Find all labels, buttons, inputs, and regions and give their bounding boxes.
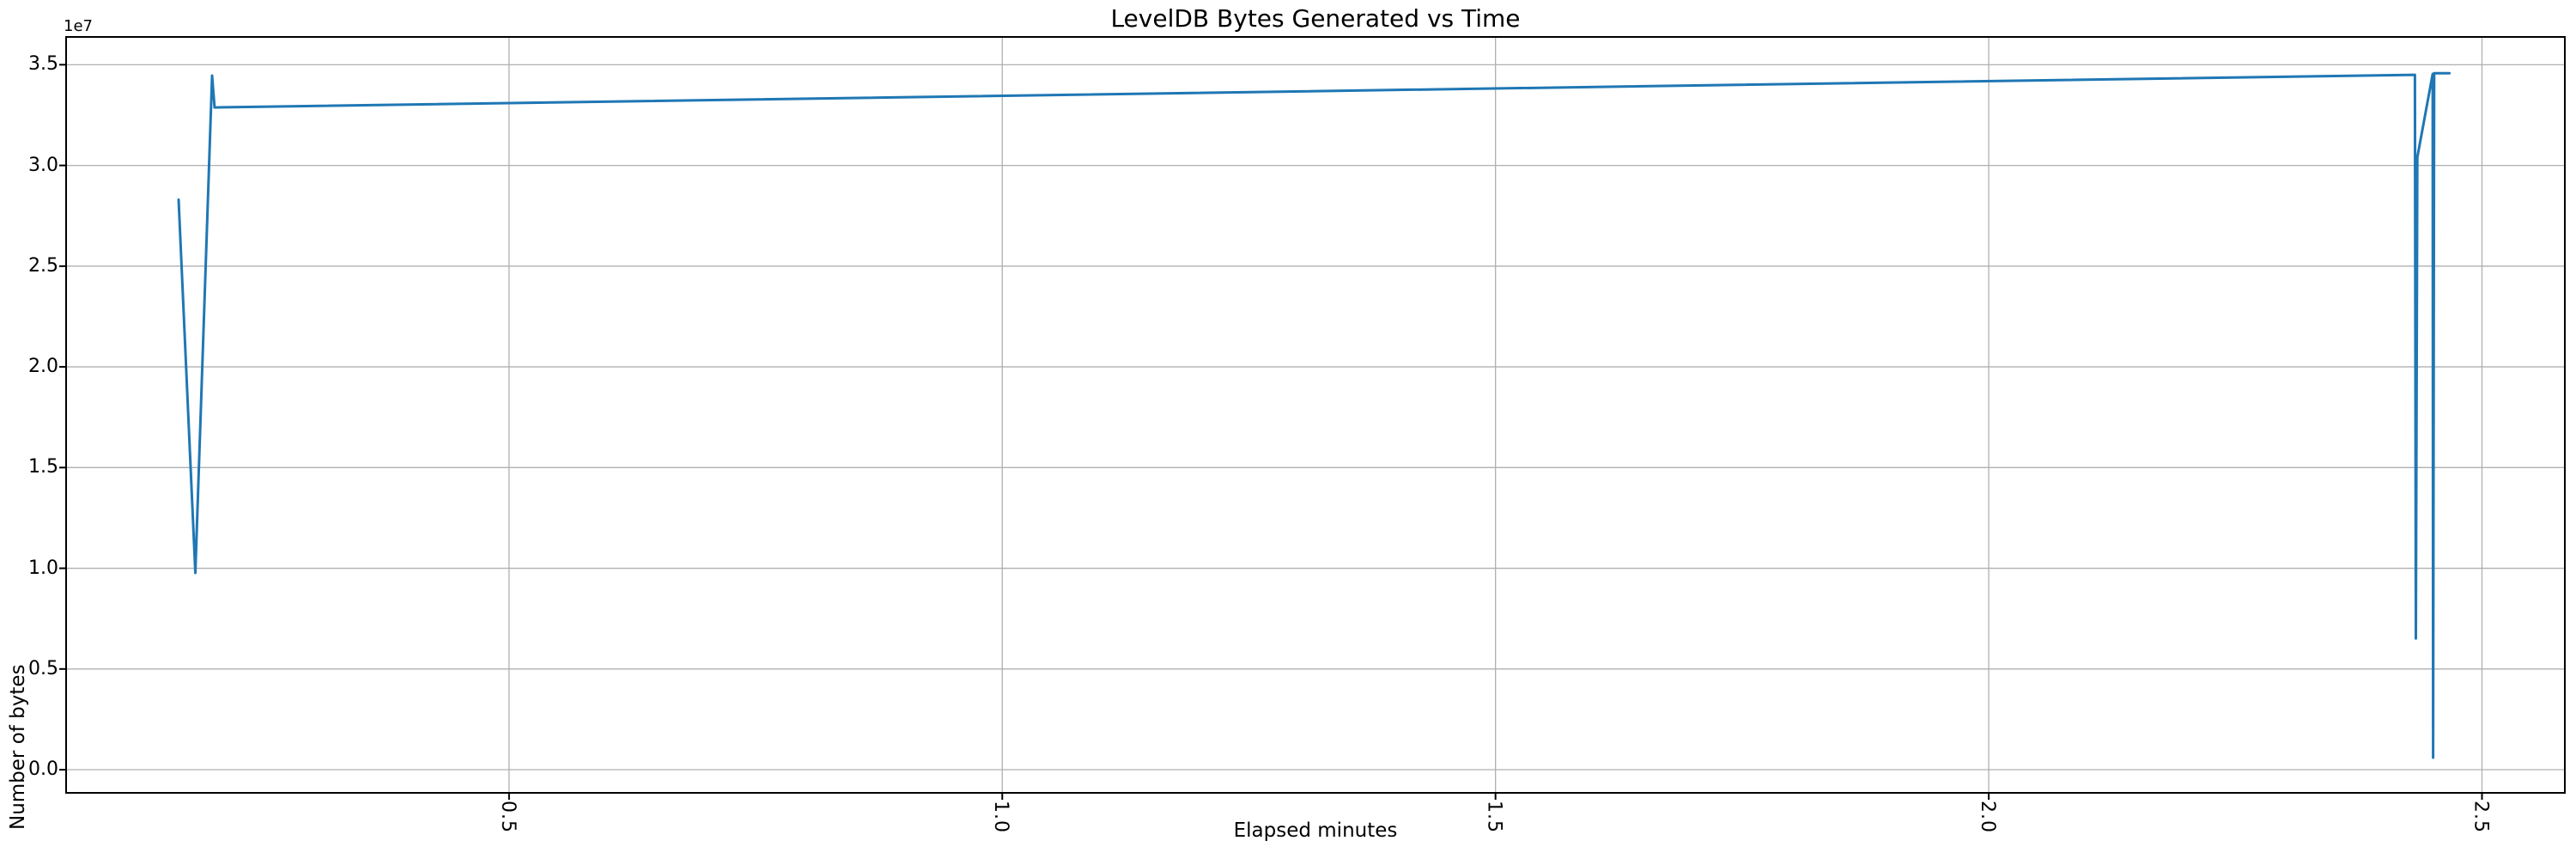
x-tick-label: 0.5 [496, 801, 519, 833]
y-tick-label: 0.0 [28, 758, 58, 781]
y-tick-label: 3.5 [28, 53, 58, 76]
y-tick-label: 1.5 [28, 456, 58, 478]
x-tick-label: 1.0 [990, 801, 1012, 833]
line-layer [177, 71, 2451, 759]
y-axis-label: Number of bytes [7, 664, 29, 830]
grid-layer [66, 37, 2565, 793]
x-tick-label: 2.5 [2470, 801, 2492, 833]
y-tick-label: 2.0 [28, 356, 58, 378]
x-tick-label: 2.0 [1977, 801, 1999, 833]
y-tick-label: 2.5 [28, 254, 58, 277]
y-tick-label: 0.5 [28, 657, 58, 679]
y-axis-offset-label: 1e7 [64, 17, 93, 35]
chart-title: LevelDB Bytes Generated vs Time [1110, 4, 1521, 33]
plot-border [65, 36, 2566, 794]
x-tick-label: 1.5 [1483, 801, 1505, 833]
y-tick-label: 3.0 [28, 154, 58, 176]
tick-layer [59, 64, 2483, 800]
data-line [177, 71, 2451, 759]
x-axis-label: Elapsed minutes [1233, 819, 1398, 842]
y-tick-label: 1.0 [28, 557, 58, 579]
